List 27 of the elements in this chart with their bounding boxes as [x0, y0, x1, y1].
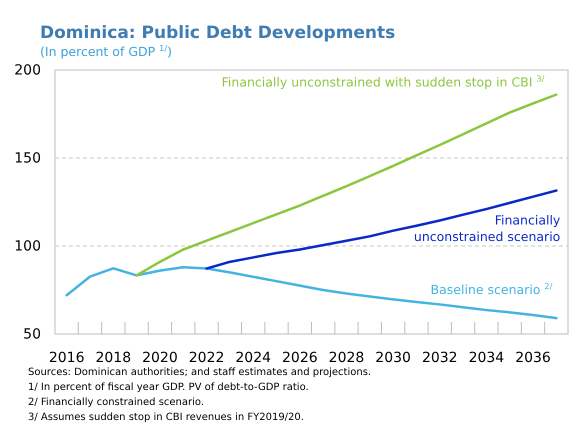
series-label: Baseline scenario $^{2/}$: [430, 281, 553, 298]
x-tick-label: 2036: [515, 350, 551, 366]
source-note: Sources: Dominican authorities; and staff estimates and projections.: [28, 367, 372, 378]
x-tick-label: 2018: [95, 350, 132, 366]
x-tick-label: 2020: [142, 350, 178, 366]
series-label: Financially unconstrained scenario: [414, 212, 561, 244]
text: 2/ Financially constrained scenario.: [28, 397, 204, 408]
line-series: [65, 266, 558, 320]
chart-subtitle: (In percent of GDP $^{1/}$): [40, 43, 172, 59]
line-series: [135, 93, 558, 277]
y-tick-label: 200: [14, 62, 41, 78]
x-tick-label: 2034: [468, 350, 504, 366]
x-tick-label: 2030: [375, 350, 411, 366]
series-label: Financially unconstrained with sudden stop in CBI $^{3/}$: [222, 74, 545, 90]
chart-title: Dominica: Public Debt Developments: [40, 23, 396, 43]
y-tick-label: 100: [14, 238, 41, 254]
y-tick-label: 50: [23, 326, 41, 342]
x-tick-label: 2016: [48, 350, 85, 366]
x-tick-label: 2032: [422, 350, 458, 366]
x-tick-label: 2026: [282, 350, 318, 366]
x-tick-label: 2028: [328, 350, 364, 366]
y-tick-label: 150: [14, 150, 41, 166]
x-tick-label: 2024: [235, 350, 272, 366]
text: 1/ In percent of fiscal year GDP. PV of debt-to-GDP ratio.: [28, 382, 309, 393]
line-series: [205, 189, 558, 270]
text: 3/ Assumes sudden stop in CBI revenues in FY2019/20.: [28, 412, 304, 423]
x-tick-label: 2022: [188, 350, 224, 366]
